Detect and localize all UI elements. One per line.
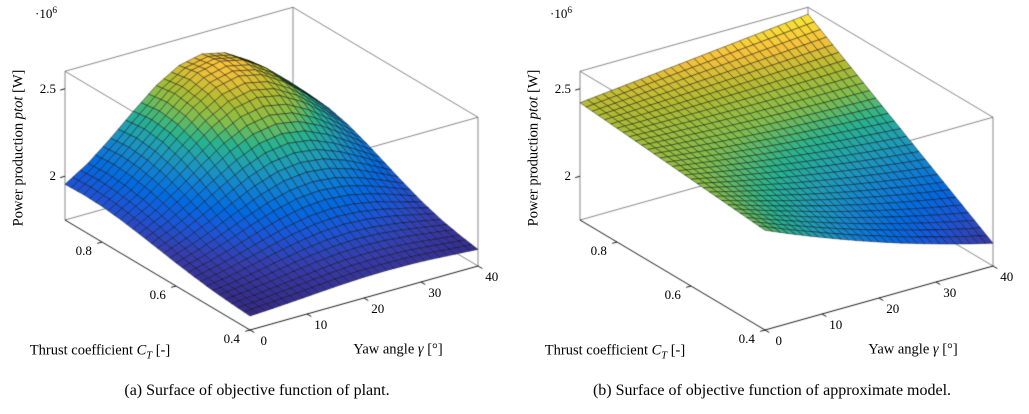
subfigure-caption-b: (b) Surface of objective function of app… — [592, 382, 952, 399]
subfigure-caption-a: (a) Surface of objective function of pla… — [124, 382, 390, 399]
surface-plot-approximate-model: Power production ptot [W] ·106 Yaw angle… — [515, 0, 1029, 366]
surface-plot-plant: Power production ptot [W] ·106 Yaw angle… — [0, 0, 514, 366]
subfigure-b: Power production ptot [W] ·106 Yaw angle… — [515, 0, 1029, 414]
surface-canvas-plant — [0, 0, 514, 366]
surface-canvas-approximate-model — [515, 0, 1029, 366]
subfigure-a: Power production ptot [W] ·106 Yaw angle… — [0, 0, 514, 414]
